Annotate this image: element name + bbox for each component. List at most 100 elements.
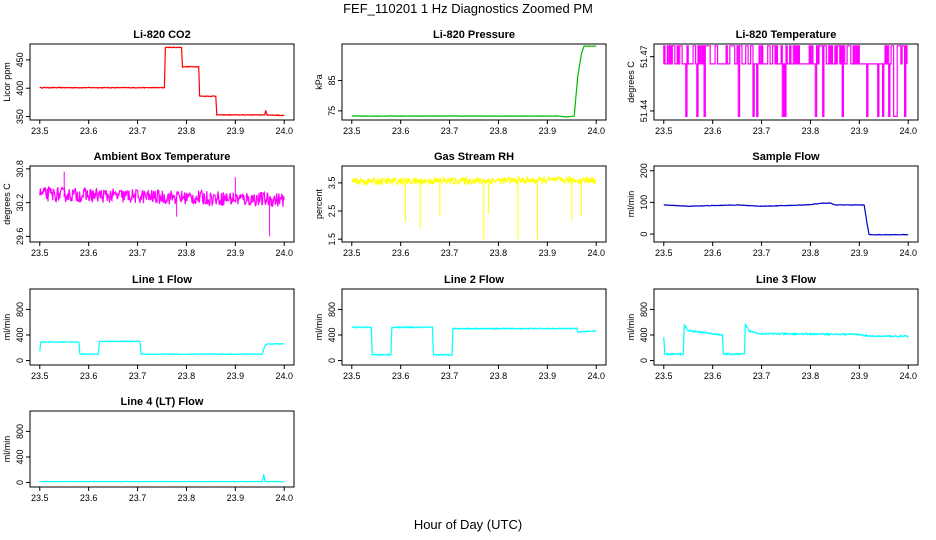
y-tick-label: 3.5 bbox=[327, 177, 337, 190]
y-tick-label: 0 bbox=[15, 480, 25, 485]
x-tick-label: 23.8 bbox=[490, 126, 508, 136]
x-tick-label: 23.5 bbox=[31, 371, 49, 381]
x-tick-label: 23.5 bbox=[655, 126, 673, 136]
plot-frame bbox=[29, 410, 295, 488]
x-tick-label: 23.8 bbox=[178, 126, 196, 136]
y-tick-label: 0 bbox=[15, 358, 25, 363]
x-tick-label: 23.7 bbox=[129, 493, 147, 503]
x-tick-label: 23.7 bbox=[753, 248, 771, 258]
y-axis-label: ml/min bbox=[314, 314, 324, 341]
y-tick-label: 0 bbox=[327, 358, 337, 363]
series-line bbox=[663, 202, 909, 236]
y-tick-label: 800 bbox=[327, 302, 337, 317]
x-tick-label: 23.9 bbox=[227, 371, 245, 381]
series-line bbox=[351, 45, 597, 118]
x-tick-label: 23.9 bbox=[227, 493, 245, 503]
y-axis-label: percent bbox=[314, 188, 324, 219]
y-tick-label: 400 bbox=[15, 81, 25, 96]
series-line bbox=[663, 322, 909, 357]
panel-title: Li-820 Temperature bbox=[736, 29, 837, 41]
x-tick-label: 23.6 bbox=[80, 248, 98, 258]
y-tick-label: 200 bbox=[639, 163, 649, 178]
x-tick-label: 23.8 bbox=[178, 371, 196, 381]
x-tick-label: 23.6 bbox=[704, 248, 722, 258]
plot-frame bbox=[29, 43, 295, 121]
x-tick-label: 24.0 bbox=[275, 126, 293, 136]
chart-panel-4: Ambient Box Temperature degrees C 23.5 23.6… bbox=[2, 151, 295, 258]
panel-title: Li-820 CO2 bbox=[133, 29, 190, 41]
plot-frame bbox=[341, 288, 607, 366]
panel-title: Sample Flow bbox=[752, 151, 820, 163]
plot-frame bbox=[29, 165, 295, 243]
series-line bbox=[39, 46, 285, 117]
x-tick-label: 24.0 bbox=[587, 126, 605, 136]
x-tick-label: 23.9 bbox=[227, 248, 245, 258]
panel-title: Line 2 Flow bbox=[444, 274, 504, 286]
x-tick-label: 24.0 bbox=[275, 493, 293, 503]
series-line bbox=[39, 185, 285, 207]
panel-title: Li-820 Pressure bbox=[433, 29, 515, 41]
chart-panel-6: Sample Flow ml/min 23.5 23.6 23.7 23.8 23.9 24.… bbox=[626, 151, 919, 258]
x-tick-label: 23.9 bbox=[539, 248, 557, 258]
x-tick-label: 23.7 bbox=[129, 371, 147, 381]
panel-title: Line 4 (LT) Flow bbox=[121, 396, 204, 408]
x-tick-label: 23.9 bbox=[851, 126, 869, 136]
chart-panel-2: Li-820 Pressure kPa 23.5 23.6 23.7 23.8 23.9 24… bbox=[314, 29, 607, 136]
x-tick-label: 23.7 bbox=[129, 248, 147, 258]
y-tick-label: 75 bbox=[327, 106, 337, 116]
series-line bbox=[663, 45, 908, 118]
y-tick-label: 30.8 bbox=[15, 160, 25, 178]
chart-panel-8: Line 2 Flow ml/min 23.5 23.6 23.7 23.8 23.9 24.… bbox=[314, 274, 607, 381]
plot-frame bbox=[653, 165, 919, 243]
x-tick-label: 23.7 bbox=[129, 126, 147, 136]
x-tick-label: 23.8 bbox=[490, 248, 508, 258]
x-tick-label: 24.0 bbox=[587, 371, 605, 381]
x-tick-label: 23.6 bbox=[392, 371, 410, 381]
x-axis-caption: Hour of Day (UTC) bbox=[413, 517, 523, 532]
plot-frame bbox=[29, 288, 295, 366]
y-tick-label: 400 bbox=[15, 327, 25, 342]
x-tick-label: 23.9 bbox=[851, 248, 869, 258]
chart-panel-9: Line 3 Flow ml/min 23.5 23.6 23.7 23.8 23.9 24.… bbox=[626, 274, 919, 381]
x-tick-label: 23.7 bbox=[441, 371, 459, 381]
series-line bbox=[39, 474, 285, 483]
x-tick-label: 23.9 bbox=[851, 371, 869, 381]
x-tick-label: 23.5 bbox=[343, 126, 361, 136]
y-tick-label: 2.5 bbox=[327, 205, 337, 218]
y-tick-label: 85 bbox=[327, 75, 337, 85]
y-tick-label: 29.6 bbox=[15, 228, 25, 246]
chart-panel-1: Li-820 CO2 Licor ppm 23.5 23.6 23.7 23.8 23.9 2… bbox=[2, 29, 295, 136]
y-tick-label: 400 bbox=[639, 327, 649, 342]
x-tick-label: 24.0 bbox=[899, 371, 917, 381]
x-tick-label: 23.5 bbox=[343, 248, 361, 258]
y-axis-label: ml/min bbox=[2, 436, 12, 463]
x-tick-label: 23.9 bbox=[539, 126, 557, 136]
y-tick-label: 30.2 bbox=[15, 194, 25, 212]
series-line bbox=[39, 340, 285, 356]
y-tick-label: 1.5 bbox=[327, 233, 337, 246]
panel-title: Line 1 Flow bbox=[132, 274, 192, 286]
y-tick-label: 400 bbox=[15, 449, 25, 464]
x-tick-label: 23.7 bbox=[753, 126, 771, 136]
y-axis-label: ml/min bbox=[626, 314, 636, 341]
panel-title: Gas Stream RH bbox=[434, 151, 514, 163]
x-tick-label: 23.8 bbox=[178, 493, 196, 503]
x-tick-label: 24.0 bbox=[275, 371, 293, 381]
x-tick-label: 23.7 bbox=[753, 371, 771, 381]
x-tick-label: 23.7 bbox=[441, 248, 459, 258]
y-axis-label: ml/min bbox=[626, 191, 636, 218]
y-axis-label: degrees C bbox=[2, 183, 12, 225]
y-tick-label: 100 bbox=[639, 195, 649, 210]
series-line bbox=[351, 174, 597, 187]
x-tick-label: 23.6 bbox=[704, 126, 722, 136]
x-tick-label: 23.5 bbox=[31, 248, 49, 258]
panel-title: Line 3 Flow bbox=[756, 274, 816, 286]
y-tick-label: 800 bbox=[15, 424, 25, 439]
x-tick-label: 24.0 bbox=[899, 126, 917, 136]
figure-title: FEF_110201 1 Hz Diagnostics Zoomed PM bbox=[343, 1, 593, 16]
y-tick-label: 0 bbox=[639, 232, 649, 237]
y-axis-label: kPa bbox=[314, 74, 324, 90]
x-tick-label: 23.5 bbox=[655, 248, 673, 258]
x-tick-label: 23.6 bbox=[80, 371, 98, 381]
